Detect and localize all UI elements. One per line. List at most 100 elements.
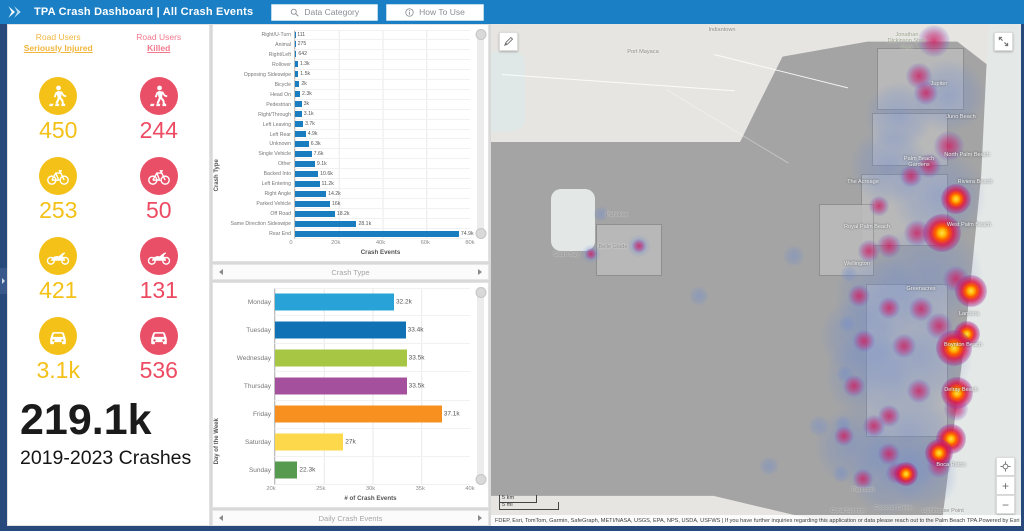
next-chart-arrow[interactable]	[478, 269, 482, 275]
x-axis-title: Crash Events	[360, 249, 401, 256]
map-label: Port Mayaca	[627, 49, 659, 55]
bar[interactable]	[295, 131, 306, 137]
bar-rows: Monday 32.2k Tuesday 33.4k Wednesday 33.5k Thu…	[225, 288, 470, 485]
zoom-in-button[interactable]: +	[996, 476, 1015, 495]
bar[interactable]	[295, 140, 309, 147]
charts-panel: Crash Type Right/U-Turn 111 Animal 275 Right…	[212, 24, 489, 526]
bar-track: 3.1k	[294, 109, 470, 120]
bar[interactable]	[295, 91, 301, 98]
default-extent-button[interactable]	[996, 457, 1015, 476]
bicycle-icon	[39, 157, 78, 196]
chart-row: Sunday 22.3k	[225, 456, 470, 485]
attribution-text: FDEP, Esri, TomTom, Garmin, SafeGraph, M…	[495, 517, 979, 524]
bar[interactable]	[295, 190, 327, 197]
category-label: Pedestrian	[266, 101, 291, 108]
bar[interactable]	[295, 41, 296, 48]
bar[interactable]	[295, 180, 320, 187]
collapse-map-button[interactable]	[994, 32, 1013, 51]
zoom-out-button[interactable]: −	[996, 495, 1015, 514]
bar-track: 2.3k	[294, 89, 470, 100]
how-to-use-button[interactable]: How To Use	[386, 3, 484, 21]
bar-track: 642	[294, 49, 470, 60]
info-icon	[405, 7, 414, 17]
bar-track: 10.6k	[294, 169, 470, 180]
crash-type-zoom-slider[interactable]	[475, 29, 486, 239]
bar[interactable]	[295, 101, 302, 108]
bar-track: 3k	[294, 99, 470, 110]
next-chart-arrow[interactable]	[478, 515, 482, 521]
value-label: 3.1k	[303, 111, 314, 118]
category-label: Off Road	[270, 211, 291, 218]
map-panel[interactable]: Indiantown Port Mayaca Jonathan Dickinson …	[491, 24, 1021, 526]
value-label: 3.7k	[305, 121, 315, 128]
category-label: Unknown	[269, 141, 291, 148]
bar[interactable]	[295, 111, 302, 118]
bar[interactable]	[275, 321, 406, 339]
bar[interactable]	[295, 200, 330, 207]
bar[interactable]	[295, 61, 298, 68]
axis-tick: 40k	[375, 240, 386, 246]
slider-thumb-top[interactable]	[475, 29, 486, 40]
chart-row: Pedestrian 3k	[225, 99, 470, 110]
seriously-injured-header-line2[interactable]: Seriously Injured	[23, 42, 93, 53]
value-label: 111	[297, 31, 306, 38]
bar[interactable]	[295, 121, 304, 128]
value-label: 1.5k	[300, 71, 311, 78]
powered-by-esri: Powered by Esri	[978, 517, 1020, 524]
killed-header-line2[interactable]: Killed	[147, 42, 171, 53]
daily-zoom-slider[interactable]	[475, 287, 486, 485]
bar[interactable]	[275, 405, 442, 423]
axis-tick: 20k	[266, 486, 276, 492]
lake-okeechobee-shape	[491, 52, 525, 132]
scalebar-km: 5 km	[499, 495, 537, 503]
value-label: 37.1k	[443, 410, 460, 418]
bar[interactable]	[295, 170, 319, 177]
bar[interactable]	[275, 293, 394, 311]
value-label: 33.5k	[408, 382, 425, 390]
map-municipality-shape	[818, 203, 874, 276]
bar[interactable]	[275, 433, 344, 451]
sidebar-expand-handle[interactable]	[0, 268, 7, 294]
axis-tick: 80k	[465, 240, 475, 246]
chart-row: Thursday 33.5k	[225, 372, 470, 401]
chart-row: Right Angle 14.2k	[225, 189, 470, 200]
bar[interactable]	[295, 51, 297, 58]
motorcycle-injured-stat: 421	[8, 237, 109, 304]
category-label: Single Vehicle	[258, 151, 291, 158]
bar[interactable]	[275, 377, 407, 395]
slider-thumb-bottom[interactable]	[475, 228, 486, 239]
bar[interactable]	[275, 461, 298, 479]
bar-track: 7.6k	[294, 149, 470, 160]
daily-y-axis-title: Day of the Week	[214, 418, 220, 465]
bar-track: 14.2k	[294, 189, 470, 200]
slider-thumb-top[interactable]	[475, 287, 486, 298]
search-icon	[291, 8, 299, 17]
data-category-button[interactable]: Data Category	[271, 3, 379, 21]
bar[interactable]	[295, 220, 357, 227]
bicycle-killed-value: 50	[145, 197, 172, 224]
category-label: Rollover	[271, 61, 291, 68]
category-label: Tuesday	[246, 326, 271, 334]
value-label: 16k	[332, 200, 341, 207]
axis-tick: 35k	[415, 486, 425, 492]
bicycle-injured-stat: 253	[8, 157, 109, 224]
bar-track: 74.9k	[294, 229, 474, 240]
value-label: 33.4k	[407, 326, 424, 334]
bar[interactable]	[295, 150, 312, 157]
prev-chart-arrow[interactable]	[219, 269, 223, 275]
bar[interactable]	[275, 349, 407, 367]
crash-type-y-axis-title: Crash Type	[214, 159, 220, 192]
draw-tool-button[interactable]	[499, 32, 518, 51]
prev-chart-arrow[interactable]	[219, 515, 223, 521]
bar[interactable]	[295, 230, 459, 237]
motorcycle-icon	[139, 237, 178, 276]
chart-row: Other 9.1k	[225, 159, 470, 170]
chart-row: Left Rear 4.9k	[225, 129, 470, 140]
bar[interactable]	[295, 81, 300, 88]
bar[interactable]	[295, 160, 315, 167]
bar[interactable]	[295, 210, 335, 217]
slider-thumb-bottom[interactable]	[475, 474, 486, 485]
bar[interactable]	[295, 71, 299, 78]
locate-icon	[1000, 461, 1011, 472]
